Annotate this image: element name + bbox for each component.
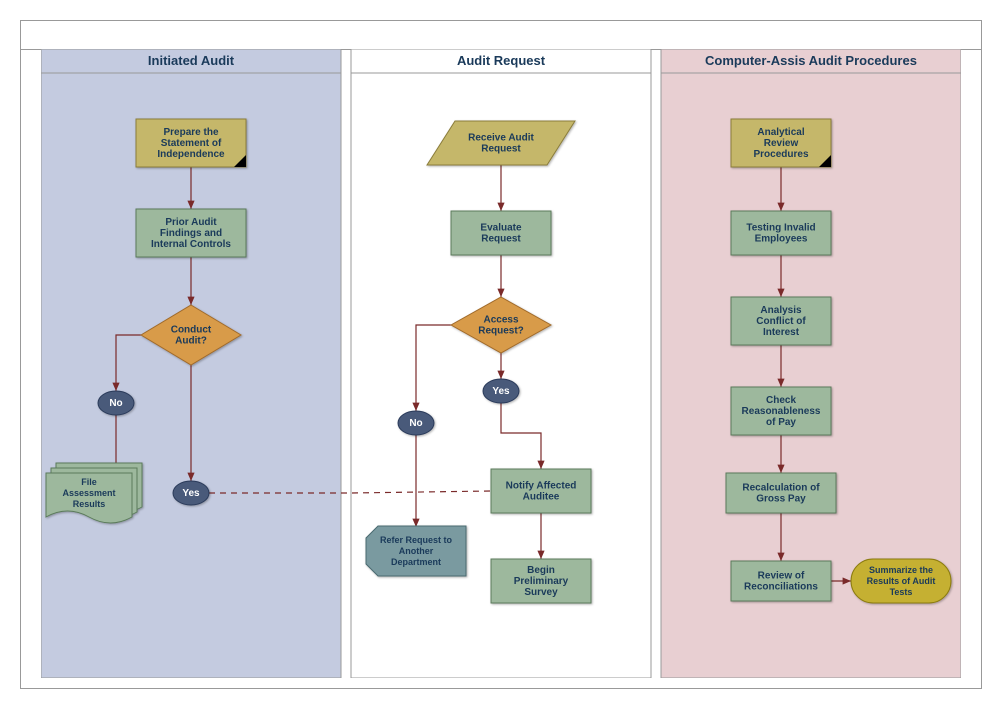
svg-text:Statement of: Statement of [161,138,222,149]
svg-text:Findings and: Findings and [160,228,222,239]
svg-text:Tests: Tests [890,587,913,597]
lane-title: Audit Request [457,53,546,68]
svg-text:Yes: Yes [182,488,200,499]
svg-text:Reconciliations: Reconciliations [744,582,818,593]
svg-text:No: No [409,418,422,429]
svg-text:Audit?: Audit? [175,336,207,347]
svg-text:Department: Department [391,557,441,567]
svg-text:Recalculation of: Recalculation of [742,483,820,494]
svg-text:Survey: Survey [524,587,558,598]
svg-text:Review: Review [764,138,799,149]
svg-text:Employees: Employees [755,234,808,245]
svg-text:Request: Request [481,144,521,155]
diagram-frame: Initiated Audit Audit Request Computer-Ass… [20,20,982,689]
svg-text:Assessment: Assessment [62,488,115,498]
lanes-container: Initiated Audit Audit Request Computer-Ass… [41,49,961,678]
svg-text:Interest: Interest [763,327,800,338]
svg-text:Request: Request [481,234,521,245]
svg-text:of Pay: of Pay [766,417,796,428]
lane-title: Initiated Audit [148,53,235,68]
svg-text:Review of: Review of [758,571,805,582]
svg-text:Preliminary: Preliminary [514,576,569,587]
svg-text:Testing Invalid: Testing Invalid [746,223,815,234]
svg-text:Results of Audit: Results of Audit [867,576,936,586]
svg-text:Yes: Yes [492,386,510,397]
svg-text:Check: Check [766,395,796,406]
svg-text:Prepare the: Prepare the [163,127,218,138]
flowchart-svg: Initiated Audit Audit Request Computer-Ass… [41,49,961,678]
svg-text:Conduct: Conduct [171,325,212,336]
svg-text:No: No [109,398,122,409]
svg-text:Procedures: Procedures [753,149,808,160]
svg-text:Analysis: Analysis [760,305,802,316]
svg-text:Reasonableness: Reasonableness [742,406,821,417]
header-bar [21,21,981,50]
svg-text:Begin: Begin [527,565,555,576]
svg-text:Prior Audit: Prior Audit [165,217,217,228]
svg-text:Independence: Independence [157,149,225,160]
svg-text:Summarize the: Summarize the [869,565,933,575]
svg-text:Evaluate: Evaluate [480,223,522,234]
svg-text:Conflict of: Conflict of [756,316,806,327]
svg-text:Results: Results [73,499,106,509]
svg-text:Auditee: Auditee [523,492,560,503]
svg-text:Another: Another [399,546,434,556]
svg-text:Internal Controls: Internal Controls [151,239,231,250]
svg-text:Gross Pay: Gross Pay [756,494,806,505]
svg-text:Notify Affected: Notify Affected [506,481,577,492]
svg-text:File: File [81,477,97,487]
lane-title: Computer-Assis Audit Procedures [705,53,917,68]
svg-text:Analytical: Analytical [757,127,804,138]
svg-text:Receive Audit: Receive Audit [468,133,534,144]
svg-text:Refer Request to: Refer Request to [380,535,453,545]
svg-text:Access: Access [483,315,518,326]
svg-text:Request?: Request? [478,326,524,337]
